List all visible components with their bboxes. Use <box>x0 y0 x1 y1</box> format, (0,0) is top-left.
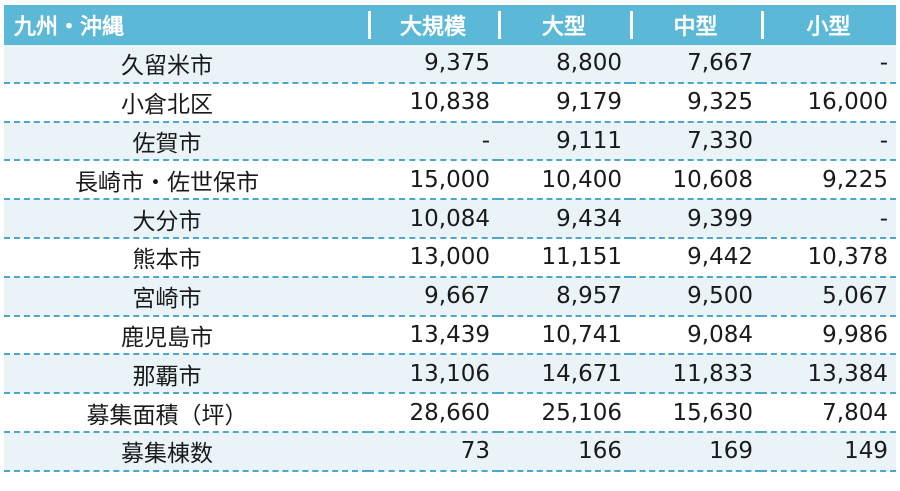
cell-value: 7,804 <box>761 393 896 433</box>
rent-table: 九州・沖縄 大規模 大型 中型 小型 久留米市 9,375 8,800 7,66… <box>4 5 896 472</box>
header-separator <box>761 11 764 39</box>
header-medium-label: 中型 <box>673 15 718 40</box>
cell-value: 9,667 <box>368 276 498 317</box>
table-row: 久留米市 9,375 8,800 7,667 - <box>4 45 896 84</box>
table-row: 大分市 10,084 9,434 9,399 - <box>4 199 896 239</box>
header-separator <box>498 11 501 39</box>
cell-value: 7,330 <box>630 121 761 162</box>
table-row: 佐賀市 - 9,111 7,330 - <box>4 121 896 162</box>
header-row: 九州・沖縄 大規模 大型 中型 小型 <box>4 5 896 45</box>
cell-value: 9,325 <box>630 82 761 123</box>
header-large-label: 大型 <box>541 15 586 40</box>
table-row: 小倉北区 10,838 9,179 9,325 16,000 <box>4 82 896 123</box>
cell-value: 9,225 <box>761 160 896 201</box>
table-row: 鹿児島市 13,439 10,741 9,084 9,986 <box>4 315 896 356</box>
table-row: 長崎市・佐世保市 15,000 10,400 10,608 9,225 <box>4 160 896 201</box>
row-name: 佐賀市 <box>4 121 368 162</box>
table-row: 募集面積（坪） 28,660 25,106 15,630 7,804 <box>4 393 896 433</box>
row-name: 小倉北区 <box>4 82 368 123</box>
table-row: 熊本市 13,000 11,151 9,442 10,378 <box>4 237 896 278</box>
cell-value: 11,833 <box>630 354 761 395</box>
header-small-label: 小型 <box>806 15 851 40</box>
header-small: 小型 <box>761 5 896 45</box>
cell-value: 9,111 <box>498 121 630 162</box>
cell-value: 73 <box>368 431 498 472</box>
cell-value: 13,384 <box>761 354 896 395</box>
cell-value: 10,084 <box>368 199 498 239</box>
cell-value: - <box>761 199 896 239</box>
cell-value: - <box>368 121 498 162</box>
cell-value: 9,986 <box>761 315 896 356</box>
table-body: 久留米市 9,375 8,800 7,667 - 小倉北区 10,838 9,1… <box>4 45 896 472</box>
cell-value: 9,500 <box>630 276 761 317</box>
header-separator <box>630 11 633 39</box>
cell-value: 5,067 <box>761 276 896 317</box>
header-separator <box>368 11 371 39</box>
cell-value: 8,800 <box>498 45 630 84</box>
cell-value: 25,106 <box>498 393 630 433</box>
cell-value: 166 <box>498 431 630 472</box>
cell-value: 9,399 <box>630 199 761 239</box>
cell-value: 11,151 <box>498 237 630 278</box>
row-name: 募集面積（坪） <box>4 393 368 433</box>
cell-value: 9,442 <box>630 237 761 278</box>
cell-value: 169 <box>630 431 761 472</box>
cell-value: 15,000 <box>368 160 498 201</box>
cell-value: 8,957 <box>498 276 630 317</box>
cell-value: - <box>761 121 896 162</box>
cell-value: 13,106 <box>368 354 498 395</box>
cell-value: 7,667 <box>630 45 761 84</box>
header-region: 九州・沖縄 <box>4 5 368 45</box>
cell-value: 13,439 <box>368 315 498 356</box>
header-medium: 中型 <box>630 5 761 45</box>
row-name: 那覇市 <box>4 354 368 395</box>
cell-value: 9,084 <box>630 315 761 356</box>
header-large: 大型 <box>498 5 630 45</box>
table-row: 宮崎市 9,667 8,957 9,500 5,067 <box>4 276 896 317</box>
row-name: 長崎市・佐世保市 <box>4 160 368 201</box>
cell-value: 9,179 <box>498 82 630 123</box>
cell-value: 149 <box>761 431 896 472</box>
cell-value: 10,400 <box>498 160 630 201</box>
cell-value: 13,000 <box>368 237 498 278</box>
row-name: 熊本市 <box>4 237 368 278</box>
row-name: 鹿児島市 <box>4 315 368 356</box>
table-row: 募集棟数 73 166 169 149 <box>4 431 896 472</box>
header-large-scale-label: 大規模 <box>399 15 466 40</box>
row-name: 大分市 <box>4 199 368 239</box>
cell-value: 10,378 <box>761 237 896 278</box>
cell-value: - <box>761 45 896 84</box>
cell-value: 9,434 <box>498 199 630 239</box>
cell-value: 10,741 <box>498 315 630 356</box>
row-name: 宮崎市 <box>4 276 368 317</box>
table-header: 九州・沖縄 大規模 大型 中型 小型 <box>4 5 896 45</box>
cell-value: 14,671 <box>498 354 630 395</box>
cell-value: 10,608 <box>630 160 761 201</box>
cell-value: 9,375 <box>368 45 498 84</box>
cell-value: 15,630 <box>630 393 761 433</box>
cell-value: 10,838 <box>368 82 498 123</box>
row-name: 募集棟数 <box>4 431 368 472</box>
cell-value: 16,000 <box>761 82 896 123</box>
data-table-container: 九州・沖縄 大規模 大型 中型 小型 久留米市 9,375 8,800 7,66… <box>4 5 896 472</box>
header-large-scale: 大規模 <box>368 5 498 45</box>
row-name: 久留米市 <box>4 45 368 84</box>
cell-value: 28,660 <box>368 393 498 433</box>
table-row: 那覇市 13,106 14,671 11,833 13,384 <box>4 354 896 395</box>
